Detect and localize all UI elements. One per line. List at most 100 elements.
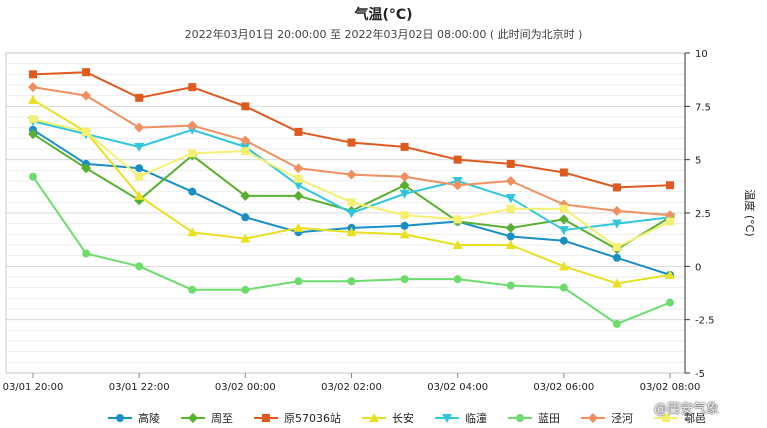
data-point: [81, 90, 92, 101]
legend-label: 高陵: [138, 412, 160, 425]
data-point: [346, 227, 357, 237]
data-point: [82, 68, 91, 77]
y-tick-label: 2.5: [695, 209, 711, 220]
data-point: [666, 217, 674, 226]
data-point: [559, 204, 568, 213]
data-point: [293, 163, 304, 174]
data-point: [188, 285, 197, 294]
data-point: [506, 204, 515, 213]
legend-item[interactable]: 鄠邑: [654, 410, 706, 426]
data-point: [506, 232, 515, 241]
series-layer: [28, 68, 675, 328]
data-point: [188, 187, 197, 196]
data-point: [558, 261, 569, 271]
data-point: [135, 93, 144, 102]
legend-swatch: [108, 414, 132, 422]
data-point: [399, 171, 410, 182]
series-5: [29, 172, 674, 328]
data-point: [294, 277, 303, 286]
data-point: [81, 163, 92, 174]
data-point: [399, 229, 410, 239]
data-point: [241, 102, 250, 111]
data-point: [240, 190, 251, 201]
grid-lines: [6, 52, 685, 374]
data-point: [666, 298, 674, 307]
legend-marker: [516, 414, 524, 422]
data-point: [506, 281, 515, 290]
series-6: [28, 82, 675, 221]
data-point: [347, 138, 356, 147]
data-point: [241, 213, 250, 222]
legend-item[interactable]: 长安: [362, 410, 414, 426]
data-point: [558, 226, 569, 236]
data-point: [28, 129, 38, 140]
data-point: [188, 83, 197, 92]
data-point: [452, 180, 463, 191]
data-point: [611, 278, 622, 288]
x-tick-label: 03/02 02:00: [321, 382, 382, 393]
y-tick-label: 0: [695, 262, 701, 273]
data-point: [505, 222, 516, 233]
data-point: [559, 236, 568, 245]
y-tick-label: 10: [695, 49, 708, 60]
data-point: [347, 277, 356, 286]
y-axis-label: 温度 (°C): [743, 189, 757, 236]
legend-label: 周至: [211, 412, 233, 425]
legend-item[interactable]: 原57036站: [254, 410, 341, 426]
data-point: [612, 243, 621, 252]
data-point: [134, 142, 145, 152]
legend-swatch: [581, 413, 605, 423]
data-point: [82, 127, 91, 136]
legend-item[interactable]: 泾河: [581, 410, 633, 426]
data-point: [505, 240, 516, 249]
data-point: [293, 190, 304, 201]
legend-marker: [116, 414, 124, 422]
data-point: [135, 164, 144, 173]
data-point: [346, 209, 357, 218]
legend-label: 泾河: [611, 412, 633, 425]
data-point: [453, 275, 462, 284]
data-point: [400, 211, 409, 220]
data-point: [399, 189, 410, 199]
legend-swatch: [181, 413, 205, 423]
y-tick-label: 7.5: [695, 102, 711, 113]
watermark: @西安气象: [654, 402, 720, 417]
legend-item[interactable]: 临潼: [435, 410, 487, 426]
data-point: [505, 176, 516, 186]
data-point: [187, 227, 198, 237]
legend-swatch: [362, 413, 386, 422]
legend-item[interactable]: 蓝田: [508, 410, 560, 426]
data-point: [29, 172, 37, 181]
data-point: [135, 172, 144, 181]
data-point: [452, 240, 463, 249]
legend-swatch: [254, 414, 278, 422]
data-point: [294, 127, 303, 136]
data-point: [135, 262, 144, 271]
data-point: [612, 319, 621, 328]
data-point: [453, 215, 462, 224]
chart-title: 气温(°C): [354, 7, 413, 23]
data-point: [241, 147, 250, 156]
legend: 高陵 周至 原57036站 长安 临潼 蓝田 泾河 鄠邑: [108, 409, 727, 427]
data-point: [187, 120, 198, 131]
chart-subtitle: 2022年03月01日 20:00:00 至 2022年03月02日 08:00…: [184, 28, 583, 41]
x-tick-label: 03/01 22:00: [109, 382, 170, 393]
data-point: [399, 180, 410, 191]
legend-swatch: [435, 414, 459, 423]
data-point: [134, 190, 145, 200]
legend-label: 鄠邑: [684, 412, 706, 425]
data-point: [400, 142, 409, 151]
data-point: [347, 198, 356, 207]
x-axis-ticks: 03/01 20:00 03/01 22:00 03/02 00:00 03/02 0…: [3, 373, 700, 393]
legend-label: 蓝田: [538, 412, 560, 425]
legend-item[interactable]: 周至: [181, 410, 233, 426]
data-point: [611, 219, 622, 229]
series-7: [29, 115, 674, 252]
y-tick-label: -5: [695, 369, 705, 380]
legend-marker: [588, 413, 598, 423]
data-point: [611, 205, 622, 216]
y-tick-label: 5: [695, 156, 701, 167]
data-point: [293, 222, 304, 232]
legend-label: 临潼: [465, 412, 487, 425]
legend-item[interactable]: 高陵: [108, 410, 160, 426]
